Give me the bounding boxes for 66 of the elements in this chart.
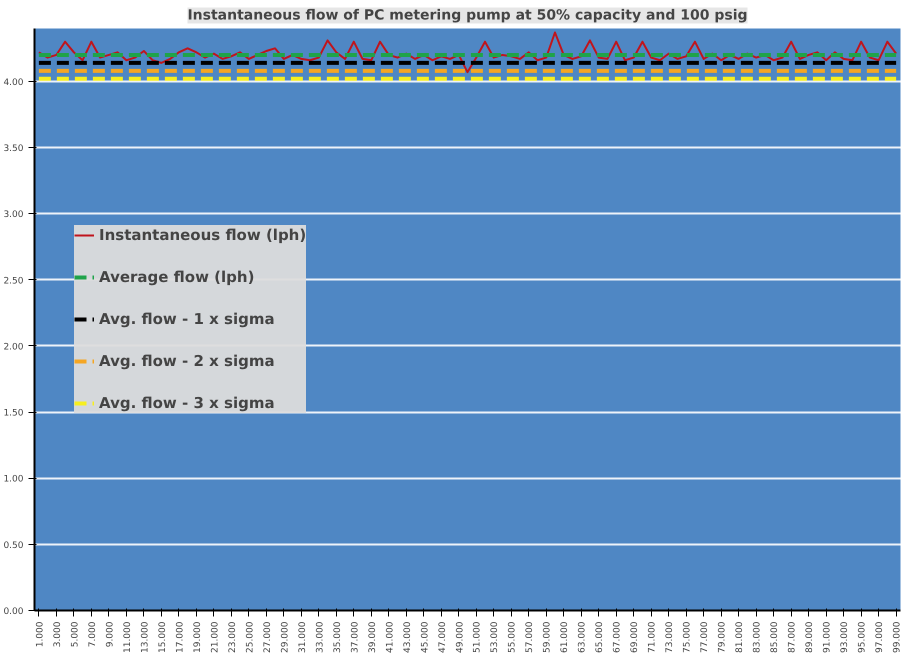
x-tick-label: 45.000 xyxy=(420,621,430,653)
x-tick-label: 29.000 xyxy=(280,621,290,653)
x-tick-label: 61.000 xyxy=(560,621,570,653)
y-tick-label: 1.50 xyxy=(3,408,24,419)
legend-label: Avg. flow - 1 x sigma xyxy=(99,310,275,328)
x-tick-label: 57.000 xyxy=(525,621,536,653)
x-tick-label: 33.000 xyxy=(315,621,326,653)
x-tick-label: 85.000 xyxy=(770,621,780,653)
x-tick-label: 95.000 xyxy=(858,621,868,653)
legend-label: Average flow (lph) xyxy=(99,268,254,286)
x-tick-label: 1.000 xyxy=(35,621,46,648)
x-tick-label: 37.000 xyxy=(350,621,360,653)
x-tick-label: 69.000 xyxy=(630,621,640,653)
x-tick-label: 3.000 xyxy=(52,621,63,648)
x-tick-label: 27.000 xyxy=(262,621,273,653)
x-tick-label: 91.000 xyxy=(822,621,833,653)
x-tick-label: 39.000 xyxy=(368,621,378,653)
x-tick-label: 31.000 xyxy=(298,621,308,653)
x-tick-label: 35.000 xyxy=(332,621,343,653)
x-tick-label: 21.000 xyxy=(210,621,220,653)
x-tick-label: 23.000 xyxy=(228,621,238,653)
x-tick-label: 9.000 xyxy=(105,621,116,648)
x-tick-label: 43.000 xyxy=(402,621,413,653)
x-tick-label: 11.000 xyxy=(122,621,133,653)
legend-label: Instantaneous flow (lph) xyxy=(99,226,306,244)
x-tick-label: 25.000 xyxy=(245,621,256,653)
x-tick-label: 89.000 xyxy=(805,621,816,653)
x-tick-label: 83.000 xyxy=(752,621,763,653)
y-tick-label: 4.00 xyxy=(3,78,24,88)
x-tick-label: 13.000 xyxy=(140,621,150,653)
x-tick-label: 97.000 xyxy=(875,621,886,653)
x-tick-label: 47.000 xyxy=(438,621,448,653)
chart-title: Instantaneous flow of PC metering pump at 50% capacity and 100 psig xyxy=(187,8,748,24)
x-tick-label: 87.000 xyxy=(788,621,798,653)
y-tick-label: 1.00 xyxy=(3,474,24,485)
y-tick-label: 0.00 xyxy=(3,607,24,617)
x-tick-label: 17.000 xyxy=(175,621,186,653)
x-tick-label: 5.000 xyxy=(70,621,80,648)
x-tick-label: 75.000 xyxy=(682,621,693,653)
x-tick-label: 15.000 xyxy=(158,621,168,653)
legend-label: Avg. flow - 3 x sigma xyxy=(99,394,275,412)
x-tick-label: 55.000 xyxy=(508,621,518,653)
x-tick-label: 99.000 xyxy=(892,621,903,653)
legend-label: Avg. flow - 2 x sigma xyxy=(99,352,275,370)
x-tick-label: 65.000 xyxy=(595,621,606,653)
x-tick-label: 53.000 xyxy=(490,621,500,653)
y-tick-label: 2.00 xyxy=(3,342,24,352)
x-tick-label: 79.000 xyxy=(718,621,728,653)
x-tick-label: 49.000 xyxy=(455,621,466,653)
x-tick-label: 41.000 xyxy=(385,621,396,653)
x-tick-label: 59.000 xyxy=(542,621,553,653)
y-tick-label: 2.50 xyxy=(3,276,24,286)
x-tick-label: 93.000 xyxy=(840,621,850,653)
y-tick-label: 0.50 xyxy=(3,540,24,551)
x-tick-label: 51.000 xyxy=(472,621,483,653)
x-tick-label: 63.000 xyxy=(578,621,588,653)
x-tick-label: 19.000 xyxy=(192,621,203,653)
x-tick-label: 81.000 xyxy=(735,621,746,653)
x-tick-label: 67.000 xyxy=(612,621,623,653)
y-tick-label: 3.00 xyxy=(3,210,24,220)
line-series xyxy=(38,31,898,74)
x-tick-label: 77.000 xyxy=(700,621,710,653)
x-tick-label: 7.000 xyxy=(88,621,98,648)
x-tick-label: 71.000 xyxy=(648,621,658,653)
x-tick-label: 73.000 xyxy=(665,621,676,653)
y-tick-label: 3.50 xyxy=(3,144,24,154)
